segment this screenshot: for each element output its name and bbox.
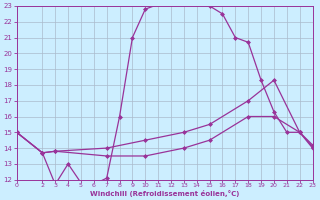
X-axis label: Windchill (Refroidissement éolien,°C): Windchill (Refroidissement éolien,°C) [90,190,239,197]
